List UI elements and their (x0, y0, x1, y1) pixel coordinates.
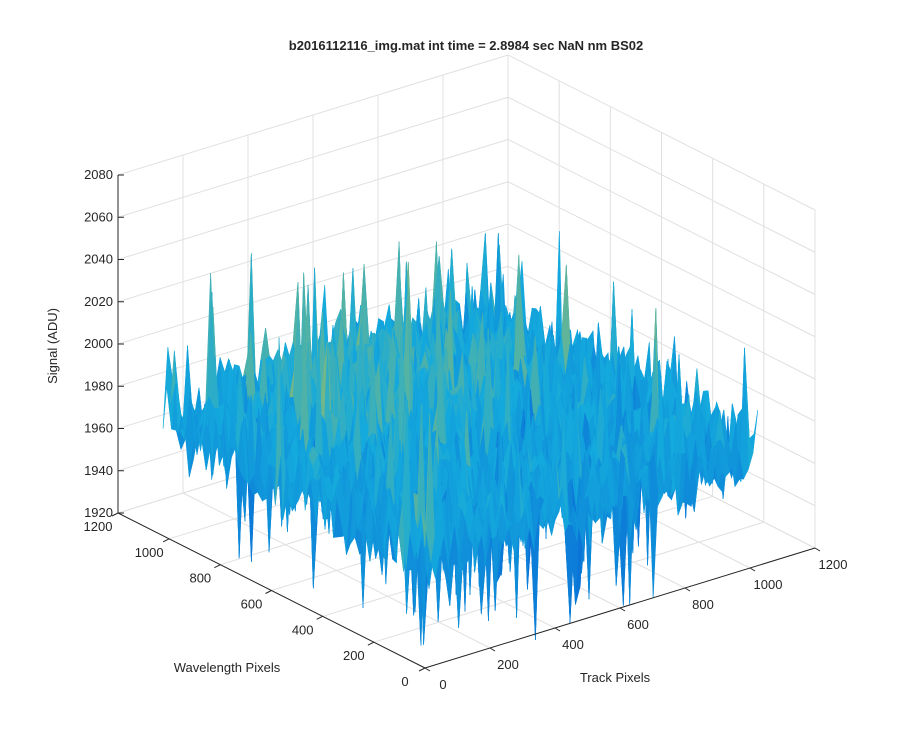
surface-mesh (163, 231, 758, 645)
x-tick-label: 200 (497, 657, 519, 672)
y-tick-mark (419, 668, 425, 671)
y-tick-label: 600 (241, 597, 263, 612)
x-tick-mark (425, 668, 430, 671)
y-tick-mark (214, 565, 220, 568)
z-tick-label: 2060 (84, 209, 113, 224)
y-tick-label: 1200 (84, 519, 113, 534)
y-tick-mark (163, 539, 169, 542)
z-tick-label: 2000 (84, 336, 113, 351)
x-tick-mark (620, 608, 625, 611)
y-tick-mark (266, 591, 272, 594)
z-tick-label: 2040 (84, 252, 113, 267)
y-tick-label: 800 (189, 571, 211, 586)
x-tick-mark (815, 548, 820, 551)
x-tick-mark (555, 628, 560, 631)
x-tick-label: 400 (562, 637, 584, 652)
x-tick-label: 0 (439, 677, 446, 692)
z-tick-label: 1980 (84, 378, 113, 393)
y-tick-label: 200 (343, 648, 365, 663)
x-tick-mark (685, 588, 690, 591)
y-tick-label: 400 (292, 622, 314, 637)
y-tick-label: 1000 (135, 545, 164, 560)
x-tick-mark (490, 648, 495, 651)
z-tick-label: 2020 (84, 294, 113, 309)
x-tick-label: 800 (692, 597, 714, 612)
z-tick-label: 1940 (84, 463, 113, 478)
x-tick-label: 600 (627, 617, 649, 632)
y-tick-mark (368, 642, 374, 645)
x-tick-label: 1200 (819, 557, 848, 572)
y-tick-label: 0 (401, 674, 408, 689)
x-tick-label: 1000 (754, 577, 783, 592)
z-tick-label: 1920 (84, 505, 113, 520)
y-tick-mark (317, 616, 323, 619)
x-tick-mark (750, 568, 755, 571)
z-tick-label: 1960 (84, 421, 113, 436)
